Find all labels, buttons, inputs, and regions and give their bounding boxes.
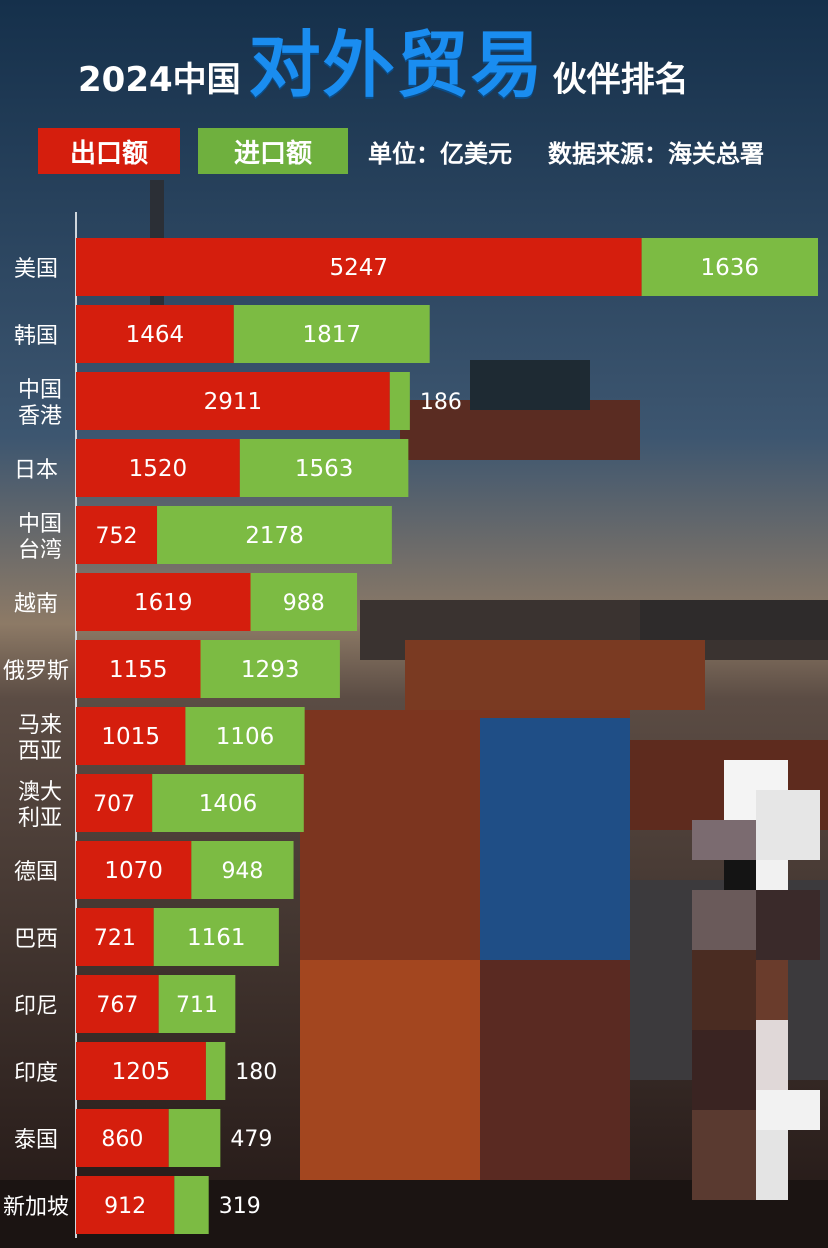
data-label-export: 1520 [129, 456, 188, 482]
data-label-export: 1155 [109, 657, 168, 683]
category-label: 巴西 [14, 927, 58, 952]
bar-import [174, 1176, 209, 1234]
category-label: 越南 [14, 592, 58, 617]
data-label-export: 1015 [101, 724, 160, 750]
bar-import [239, 439, 409, 497]
title-highlight: 对外贸易 [248, 23, 545, 107]
bar-import [185, 707, 305, 765]
chart-legend: 出口额 进口额 单位：亿美元 数据来源：海关总署 [38, 128, 764, 174]
bar-export [76, 640, 201, 698]
source-label: 数据来源：海关总署 [548, 139, 764, 168]
header: 2024中国 对外贸易 伙伴排名 [0, 0, 828, 120]
category-label: 香港 [18, 404, 62, 429]
bar-export [76, 841, 192, 899]
bar-export [76, 774, 153, 832]
category-label: 韩国 [14, 324, 58, 349]
data-label-import: 988 [283, 591, 325, 616]
bar-export [76, 305, 234, 363]
data-label-import: 948 [221, 859, 263, 884]
bar-import [168, 1109, 221, 1167]
title-suffix: 伙伴排名 [552, 60, 689, 100]
category-label: 俄罗斯 [3, 659, 69, 684]
data-label-import: 1563 [295, 456, 354, 482]
data-label-export: 1205 [112, 1059, 171, 1085]
bar-import [157, 506, 392, 564]
data-label-import: 186 [420, 390, 462, 415]
bar-import [233, 305, 430, 363]
bar-export [76, 1176, 175, 1234]
legend-export: 出口额 [38, 128, 180, 174]
bar-export [76, 1109, 169, 1167]
category-label: 新加坡 [3, 1195, 69, 1220]
data-label-export: 1619 [134, 590, 193, 616]
data-label-import: 180 [235, 1060, 277, 1085]
category-label: 马来 [18, 713, 62, 738]
data-label-export: 752 [96, 524, 138, 549]
data-label-export: 1464 [126, 322, 185, 348]
data-label-import: 2178 [245, 523, 304, 549]
category-label: 台湾 [18, 538, 62, 563]
bar-import [250, 573, 358, 631]
bar-export [76, 1042, 206, 1100]
data-label-export: 2911 [204, 389, 263, 415]
bar-export [76, 975, 159, 1033]
bar-import [205, 1042, 226, 1100]
category-label: 中国 [18, 512, 62, 537]
bar-import [152, 774, 304, 832]
data-label-export: 912 [104, 1194, 146, 1219]
data-label-import: 1636 [701, 255, 760, 281]
bar-import [389, 372, 410, 430]
unit-label: 单位：亿美元 [368, 139, 512, 168]
category-label: 印度 [14, 1061, 58, 1086]
data-label-import: 1161 [187, 925, 246, 951]
bar-import [153, 908, 279, 966]
bar-import [641, 238, 818, 296]
category-label: 印尼 [14, 994, 58, 1019]
data-label-import: 1817 [302, 322, 361, 348]
data-label-export: 721 [94, 926, 136, 951]
category-label: 利亚 [18, 806, 62, 831]
data-label-import: 479 [230, 1127, 272, 1152]
data-label-export: 1070 [104, 858, 163, 884]
category-label: 西亚 [18, 739, 62, 764]
legend-import: 进口额 [198, 128, 348, 174]
bar-import [191, 841, 294, 899]
category-label: 美国 [14, 257, 58, 282]
data-label-export: 860 [101, 1127, 143, 1152]
data-label-import: 1106 [216, 724, 275, 750]
data-label-import: 1406 [199, 791, 258, 817]
data-label-export: 5247 [330, 255, 389, 281]
bar-export [76, 439, 240, 497]
category-label: 澳大 [18, 780, 62, 805]
bar-export [76, 506, 158, 564]
category-label: 德国 [14, 860, 58, 885]
data-label-export: 707 [93, 792, 135, 817]
page-title: 2024中国 对外贸易 伙伴排名 [78, 6, 689, 111]
data-label-import: 1293 [241, 657, 300, 683]
bar-import [158, 975, 236, 1033]
data-label-import: 319 [219, 1194, 261, 1219]
bar-export [76, 908, 154, 966]
bar-export [76, 372, 390, 430]
category-label: 中国 [18, 378, 62, 403]
bar-export [76, 238, 642, 296]
bar-export [76, 707, 186, 765]
title-prefix: 2024中国 [78, 60, 241, 100]
bar-import [200, 640, 340, 698]
category-label: 日本 [14, 458, 58, 483]
data-label-import: 711 [176, 993, 218, 1018]
category-label: 泰国 [14, 1128, 58, 1153]
data-label-export: 767 [96, 993, 138, 1018]
bar-export [76, 573, 251, 631]
